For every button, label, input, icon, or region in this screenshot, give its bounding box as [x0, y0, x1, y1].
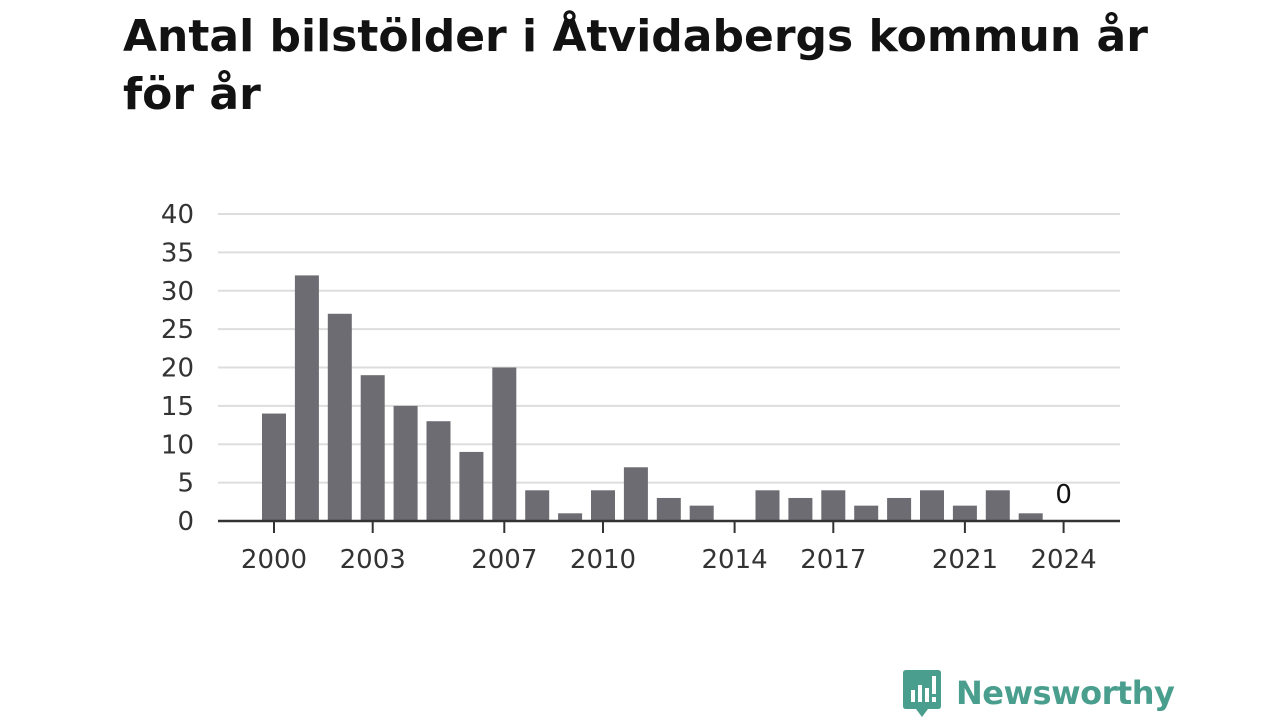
brand-name: Newsworthy: [956, 674, 1175, 712]
bar-2005: [426, 421, 451, 521]
bar-2019: [887, 497, 912, 521]
bar-2023: [1018, 513, 1043, 521]
bar-2000: [262, 413, 286, 521]
y-tick-label: 15: [161, 392, 194, 422]
bar-2016: [788, 497, 813, 521]
bar-2001: [294, 275, 319, 521]
newsworthy-brand: Newsworthy: [902, 668, 1175, 718]
x-tick-label: 2021: [932, 545, 998, 575]
bar-2013: [689, 505, 714, 521]
x-tick-label: 2017: [800, 545, 866, 575]
bar-2021: [952, 505, 977, 521]
bars: [262, 275, 1043, 521]
bar-2008: [525, 490, 550, 521]
y-tick-label: 35: [161, 238, 194, 268]
y-tick-label: 40: [161, 200, 194, 230]
y-tick-label: 25: [161, 315, 194, 345]
bar-2015: [755, 490, 780, 521]
x-tick-label: 2010: [570, 545, 636, 575]
bar-2017: [821, 490, 846, 521]
bar-2022: [985, 490, 1010, 521]
y-tick-label: 10: [161, 430, 194, 460]
bar-2011: [623, 467, 648, 521]
chart-title: Antal bilstölder i Åtvidabergs kommun år…: [123, 11, 1148, 120]
y-tick-label: 20: [161, 354, 194, 384]
data-label: 0: [1055, 480, 1072, 510]
bar-2012: [656, 497, 681, 521]
y-tick-label: 0: [177, 507, 194, 537]
gridlines: [218, 213, 1120, 484]
bar-2006: [459, 451, 484, 521]
bar-2009: [558, 513, 583, 521]
y-axis-ticks: 0 5 10 15 20 25 30 35 40: [161, 200, 194, 537]
x-axis-ticks: 2000 2003 2007 2010 2014 2017 2021 2024: [241, 521, 1097, 575]
bar-2018: [854, 505, 879, 521]
x-tick-label: 2024: [1031, 545, 1097, 575]
x-tick-label: 2003: [340, 545, 406, 575]
bar-2020: [920, 490, 944, 521]
bar-2004: [393, 405, 418, 521]
x-tick-label: 2007: [471, 545, 537, 575]
annotations: 0: [1055, 480, 1072, 510]
bar-2010: [591, 490, 615, 521]
x-tick-label: 2000: [241, 545, 307, 575]
y-tick-label: 5: [177, 469, 194, 499]
y-tick-label: 30: [161, 277, 194, 307]
bar-2002: [327, 313, 352, 521]
bar-chart-speech-bubble-icon: [903, 670, 941, 717]
x-tick-label: 2014: [702, 545, 768, 575]
bar-2003: [360, 375, 385, 521]
bar-2007: [492, 367, 517, 521]
